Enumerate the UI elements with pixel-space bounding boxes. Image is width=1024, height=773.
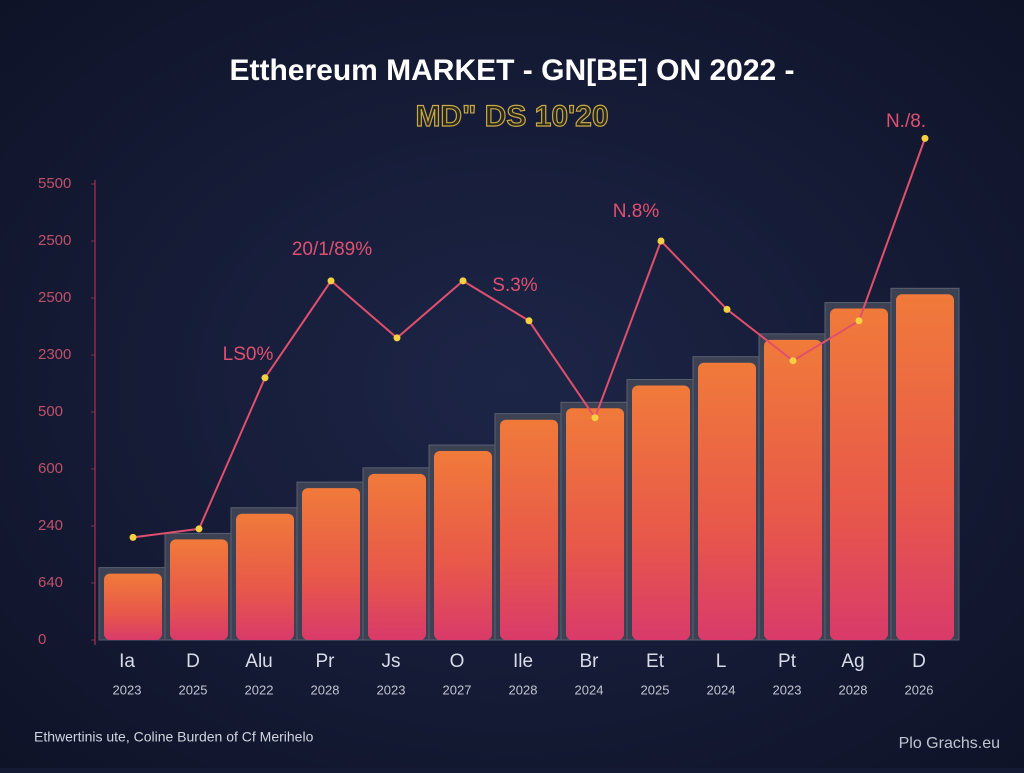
x-tick-label: Et <box>646 651 665 672</box>
y-tick-label: 5500 <box>38 175 71 192</box>
x-tick-label: Pr <box>316 651 336 672</box>
x-year-label: 2026 <box>905 682 934 697</box>
bar <box>566 408 624 640</box>
y-tick-label: 2500 <box>38 289 71 306</box>
line-point <box>393 334 401 342</box>
line-point <box>327 277 335 285</box>
bar <box>368 473 426 640</box>
bar <box>632 385 690 640</box>
bar <box>830 308 888 640</box>
x-year-label: 2023 <box>773 682 802 697</box>
bar <box>698 362 756 640</box>
x-year-label: 2028 <box>509 682 538 697</box>
line-point <box>657 237 665 245</box>
bar <box>896 294 954 640</box>
bar <box>236 513 294 640</box>
x-tick-label: D <box>186 651 200 672</box>
x-tick-label: Ia <box>119 651 135 672</box>
x-tick-label: L <box>716 651 727 672</box>
x-year-label: 2028 <box>839 682 868 697</box>
annotation: LS0% <box>223 344 274 365</box>
x-tick-label: Br <box>580 651 600 672</box>
x-year-label: 2025 <box>179 682 208 697</box>
y-tick-label: 500 <box>38 403 63 420</box>
y-tick-label: 0 <box>38 631 46 648</box>
x-year-label: 2025 <box>641 682 670 697</box>
line-point <box>459 277 467 285</box>
chart-subtitle: MD" DS 10'20 <box>415 100 608 133</box>
x-tick-label: Ile <box>513 651 533 672</box>
x-tick-label: Alu <box>245 651 272 672</box>
x-year-label: 2024 <box>575 682 604 697</box>
x-tick-label: Pt <box>778 651 797 672</box>
bar <box>434 451 492 640</box>
bar <box>170 539 228 640</box>
line-point <box>591 414 599 422</box>
annotation: 20/1/89% <box>292 239 372 260</box>
y-tick-label: 2300 <box>38 346 71 363</box>
line-point <box>789 357 797 365</box>
annotation: N.8% <box>613 201 660 222</box>
bar <box>764 339 822 640</box>
line-point <box>525 317 533 325</box>
line-point <box>723 305 731 313</box>
bar <box>104 573 162 640</box>
chart-title: Etthereum MARKET - GN[BE] ON 2022 - <box>229 54 794 87</box>
y-tick-label: 2500 <box>38 232 71 249</box>
line-point <box>921 134 929 142</box>
footer: Ethwertinis ute, Coline Burden of Cf Mer… <box>34 729 314 745</box>
y-tick-label: 240 <box>38 517 63 534</box>
line-point <box>195 525 203 533</box>
x-tick-label: O <box>450 651 465 672</box>
line-point <box>855 317 863 325</box>
x-year-label: 2028 <box>311 682 340 697</box>
x-tick-label: D <box>912 651 926 672</box>
x-year-label: 2022 <box>245 682 274 697</box>
x-year-label: 2023 <box>113 682 142 697</box>
x-year-label: 2024 <box>707 682 736 697</box>
x-tick-label: Ag <box>841 651 864 672</box>
y-tick-label: 640 <box>38 574 63 591</box>
x-year-label: 2027 <box>443 682 472 697</box>
annotation: S.3% <box>492 275 538 296</box>
y-tick-label: 600 <box>38 460 63 477</box>
x-year-label: 2023 <box>377 682 406 697</box>
bar <box>500 419 558 640</box>
line-point <box>129 533 137 541</box>
watermark: Plo Grachs.eu <box>899 735 1000 752</box>
annotation: N./8. <box>886 111 926 132</box>
line-point <box>261 374 269 382</box>
bar <box>302 488 360 640</box>
x-tick-label: Js <box>382 651 401 672</box>
